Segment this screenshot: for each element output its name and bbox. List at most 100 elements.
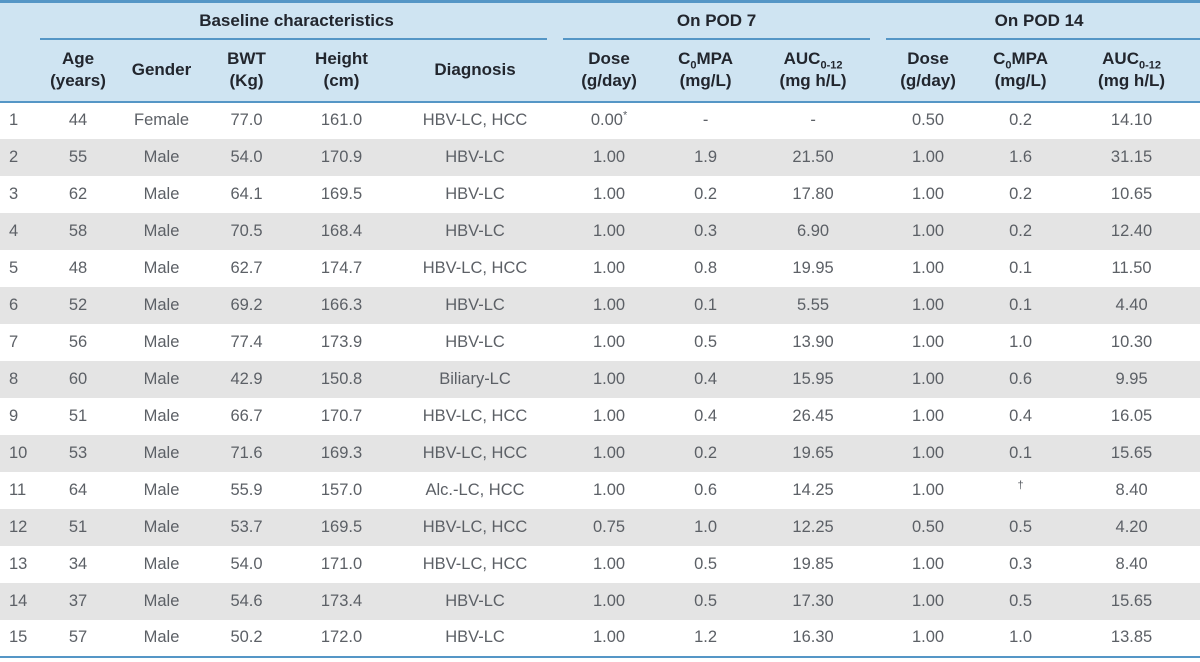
table-row: 1 44 Female 77.0 161.0 HBV-LC, HCC 0.00* - - 0.50…: [0, 102, 1200, 139]
cell-age: 62: [68, 184, 88, 203]
cell-gender: Female: [133, 111, 190, 129]
cell-bwt: 64.1: [230, 184, 263, 203]
table-row: 10 53 Male 71.6 169.3 HBV-LC, HCC 1.00 0.2 19.65…: [0, 434, 1200, 472]
cell-pod14_c0: 0.5: [1009, 591, 1033, 610]
cell-diagnosis: HBV-LC: [445, 184, 505, 203]
cell-num: 7: [9, 332, 19, 351]
cell-pod7_dose: 1.00: [593, 480, 626, 499]
cell-pod14_auc: 9.95: [1115, 369, 1148, 388]
cell-gender: Male: [143, 369, 180, 388]
column-header-pod7_c0: C0MPA (mg/L): [663, 39, 749, 103]
cell-pod14_auc: 8.40: [1115, 480, 1148, 499]
cell-age: 52: [68, 295, 88, 314]
cell-pod14_c0: 0.1: [1009, 443, 1033, 462]
cell-pod7_dose: 1.00: [593, 332, 626, 351]
cell-height: 157.0: [320, 480, 363, 499]
cell-pod14_auc: 8.40: [1115, 554, 1148, 573]
cell-age: 58: [68, 221, 88, 240]
cell-diagnosis: HBV-LC: [445, 332, 505, 351]
cell-gender: Male: [143, 258, 180, 277]
cell-num: 5: [9, 258, 19, 277]
table-row: 15 57 Male 50.2 172.0 HBV-LC 1.00 1.2 16.30 1.00 1…: [0, 620, 1200, 657]
table-row: 4 58 Male 70.5 168.4 HBV-LC 1.00 0.3 6.90 1.00 0.2…: [0, 212, 1200, 250]
cell-pod7_c0: 0.6: [694, 480, 718, 499]
cell-age: 57: [68, 628, 88, 646]
table-header: Baseline characteristics On POD 7 On POD…: [0, 1, 1200, 103]
cell-pod7_c0: 1.9: [694, 147, 718, 166]
cell-age: 51: [68, 517, 88, 536]
group-header-row: Baseline characteristics On POD 7 On POD…: [0, 1, 1200, 103]
cell-gender: Male: [143, 406, 180, 425]
cell-pod7_c0: 1.2: [694, 628, 718, 646]
cell-bwt: 55.9: [230, 480, 263, 499]
group-header-label: On POD 7: [676, 11, 757, 31]
cell-pod7_auc: 19.85: [792, 554, 834, 573]
column-header-bwt: BWT (Kg): [205, 39, 288, 103]
cell-pod7_auc: 5.55: [797, 295, 830, 314]
cell-pod14_dose: 1.00: [912, 295, 945, 314]
cell-pod14_dose: 1.00: [912, 184, 945, 203]
cell-pod7_c0: 0.8: [694, 258, 718, 277]
cell-gender: Male: [143, 480, 180, 499]
column-header-pod14_auc: AUC0-12 (mg h/L): [1063, 39, 1200, 103]
cell-pod7_auc: 26.45: [792, 406, 834, 425]
cell-pod7_c0: 0.1: [694, 295, 718, 314]
cell-pod14_auc: 4.20: [1115, 517, 1148, 536]
cell-age: 37: [68, 591, 88, 610]
cell-pod14_auc: 14.10: [1110, 111, 1153, 129]
cell-age: 56: [68, 332, 88, 351]
cell-height: 166.3: [320, 295, 363, 314]
cell-pod7_c0: 0.3: [694, 221, 718, 240]
group-header-label: On POD 14: [994, 11, 1084, 31]
cell-pod7_c0: 1.0: [694, 517, 718, 536]
cell-pod7_auc: 19.65: [792, 443, 834, 462]
cell-gender: Male: [143, 443, 180, 462]
cell-height: 169.5: [320, 517, 363, 536]
cell-pod14_dose: 0.50: [912, 517, 945, 536]
cell-pod14_dose: 1.00: [912, 443, 945, 462]
cell-pod14_dose: 1.00: [912, 628, 945, 646]
cell-diagnosis: HBV-LC, HCC: [422, 554, 528, 573]
group-header-pod14: On POD 14: [878, 1, 1200, 40]
cell-pod14_c0: 0.2: [1009, 184, 1033, 203]
cell-pod7_auc: 17.30: [792, 591, 834, 610]
cell-pod14_c0: 1.6: [1009, 147, 1033, 166]
cell-bwt: 77.0: [230, 111, 263, 129]
cell-bwt: 54.6: [230, 591, 263, 610]
cell-pod7_auc: 17.80: [792, 184, 834, 203]
cell-num: 10: [9, 443, 28, 462]
cell-height: 171.0: [320, 554, 363, 573]
group-header-label: Baseline characteristics: [199, 11, 394, 31]
cell-diagnosis: HBV-LC: [445, 591, 505, 610]
table-row: 2 55 Male 54.0 170.9 HBV-LC 1.00 1.9 21.50 1.00 1.…: [0, 138, 1200, 176]
cell-num: 1: [9, 111, 19, 129]
column-header-age: Age (years): [38, 39, 118, 103]
column-header-diagnosis: Diagnosis: [395, 39, 556, 103]
cell-bwt: 62.7: [230, 258, 263, 277]
table-row: 3 62 Male 64.1 169.5 HBV-LC 1.00 0.2 17.80 1.00 0.…: [0, 176, 1200, 213]
cell-age: 51: [68, 406, 88, 425]
cell-diagnosis: HBV-LC: [445, 221, 505, 240]
cell-pod7_c0: -: [702, 111, 709, 129]
cell-pod14_c0: 0.1: [1009, 258, 1033, 277]
column-header-pod7_auc: AUC0-12 (mg h/L): [748, 39, 879, 103]
cell-pod14_auc: 10.30: [1110, 332, 1153, 351]
cell-pod7_c0: 0.2: [694, 443, 718, 462]
table-row: 13 34 Male 54.0 171.0 HBV-LC, HCC 1.00 0.5 19.85…: [0, 546, 1200, 583]
cell-age: 60: [68, 369, 88, 388]
cell-age: 53: [68, 443, 88, 462]
cell-gender: Male: [143, 517, 180, 536]
cell-diagnosis: HBV-LC: [445, 147, 505, 166]
cell-pod14_dose: 1.00: [912, 554, 945, 573]
group-header-pod7: On POD 7: [555, 1, 879, 40]
cell-pod7_auc: 21.50: [792, 147, 834, 166]
cell-gender: Male: [143, 221, 180, 240]
cell-bwt: 66.7: [230, 406, 263, 425]
cell-pod7_dose: 1.00: [593, 258, 626, 277]
cell-bwt: 50.2: [230, 628, 263, 646]
table-row: 14 37 Male 54.6 173.4 HBV-LC 1.00 0.5 17.30 1.00 0…: [0, 582, 1200, 620]
cell-age: 48: [68, 258, 88, 277]
cell-pod7_auc: 14.25: [792, 480, 834, 499]
cell-age: 34: [68, 554, 88, 573]
cell-age: 64: [68, 480, 88, 499]
